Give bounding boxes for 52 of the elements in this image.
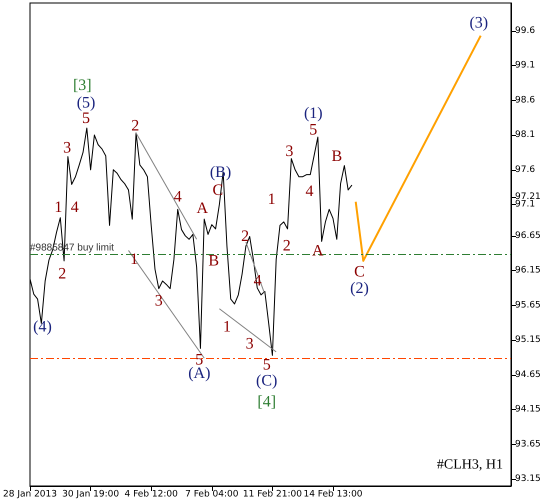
annotation: (C) [256,372,278,390]
x-tick-label: 28 Jan 2013 [3,490,57,500]
annotation: A [196,200,209,218]
x-tick-label: 30 Jan 19:00 [62,490,120,500]
annotation: B [208,252,220,270]
annotation: 3 [154,292,163,310]
annotation: 1 [222,318,231,336]
annotation: (5) [76,94,96,112]
y-tick-label: 98.6 [515,95,536,106]
annotation: 3 [285,143,294,160]
y-tick-label: 96.65 [515,230,541,241]
annotation: #CLH3, H1 [436,458,504,472]
annotation: 1 [130,250,138,268]
annotation: 2 [241,228,250,246]
y-tick-label: 95.65 [515,300,541,310]
annotation: 2 [58,266,66,283]
x-tick-label: 14 Feb 13:00 [303,490,363,500]
annotation: (4) [33,318,52,336]
annotation: 5 [82,110,90,127]
annotation: 1 [54,198,62,216]
annotation: 2 [282,238,291,255]
annotation: B [331,148,342,166]
annotation: (B) [210,164,232,182]
y-tick-label: 99.1 [515,60,536,71]
annotation: 3 [63,140,72,157]
annotation: (1) [304,105,323,122]
annotation: [4] [257,393,276,410]
y-tick-label: 94.65 [515,370,541,380]
x-tick-label: 11 Feb 21:00 [242,490,302,500]
annotation: C [354,263,365,280]
annotation: 5 [262,356,271,374]
annotation: 4 [174,188,182,206]
annotation: (3) [469,14,488,32]
annotation: [3] [72,77,92,94]
annotation: 2 [131,118,140,135]
annotation: 5 [309,122,318,139]
y-tick-label: 99.6 [515,26,536,36]
x-tick-label: 7 Feb 04:00 [185,490,239,500]
y-tick-label: 98.1 [515,130,536,140]
annotation: 1 [268,191,276,208]
y-tick-label: 93.15 [515,474,541,484]
annotation: 3 [246,336,254,353]
annotation: (2) [350,280,369,298]
y-tick-label: 97.1 [515,200,536,210]
y-tick-label: 96.15 [515,266,541,276]
y-tick-label: 97.6 [515,164,536,175]
y-tick-label: 93.65 [515,439,541,450]
y-tick-label: 95.15 [515,335,541,346]
y-tick-label: 94.15 [515,404,541,415]
x-tick-label: 4 Feb 12:00 [124,490,178,500]
annotation: 4 [306,182,314,200]
annotation: 4 [70,198,79,216]
